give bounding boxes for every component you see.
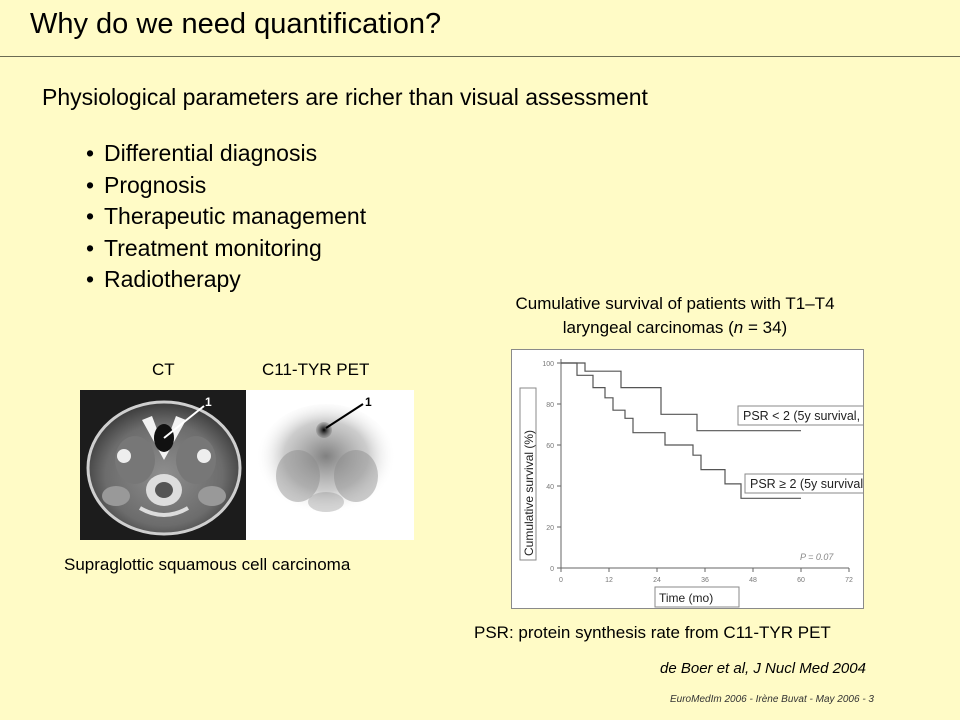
chart-title: Cumulative survival of patients with T1–… (440, 292, 910, 340)
pet-label: C11-TYR PET (262, 360, 370, 379)
chart-title-text: = 34) (743, 318, 788, 337)
legend-label: PSR ≥ 2 (5y survival, 34%) (750, 477, 863, 491)
slide-subtitle: Physiological parameters are richer than… (42, 84, 648, 110)
bullet-item: • Radiotherapy (86, 264, 366, 296)
y-axis-label-box (519, 387, 537, 561)
bullet-text: Prognosis (104, 171, 207, 198)
image-caption: Supraglottic squamous cell carcinoma (64, 555, 351, 574)
chart-title-line1: Cumulative survival of patients with T1–… (515, 294, 835, 313)
y-axis-label-group: Cumulative survival (%) (519, 387, 537, 561)
bullet-item: • Prognosis (86, 170, 366, 202)
legend-label: PSR < 2 (5y survival, 67%) (743, 409, 863, 423)
citation: de Boer et al, J Nucl Med 2004 (660, 660, 866, 677)
y-tick-label: 40 (546, 484, 554, 491)
x-tick-label: 48 (749, 577, 757, 584)
bullet-text: Differential diagnosis (104, 140, 318, 166)
survival-chart: 0 20 40 60 80 100 0 12 24 36 48 60 72 PSR < 2 (5y sur… (511, 349, 933, 609)
bullet-icon: • (86, 171, 95, 198)
y-tick-label: 60 (546, 443, 554, 450)
bullet-icon: • (86, 234, 95, 261)
x-tick-label: 24 (653, 577, 661, 584)
bullet-item: • Therapeutic management (86, 201, 366, 233)
bullet-icon: • (86, 266, 95, 292)
survival-curve-psr-low (561, 362, 801, 432)
slide-title: Why do we need quantification? (30, 8, 442, 40)
x-tick-label: 0 (559, 577, 563, 584)
x-tick-label: 60 (797, 577, 805, 584)
y-tick-label: 20 (546, 525, 554, 532)
chart-title-text: laryngeal carcinomas ( (562, 318, 734, 337)
y-tick-label: 0 (550, 566, 554, 573)
y-tick-label: 100 (542, 361, 554, 368)
chart-title-n: n (733, 318, 744, 337)
x-axis-label: Time (mo) (659, 591, 713, 605)
psr-caption: PSR: protein synthesis rate from C11-TYR… (474, 623, 831, 642)
survival-curve-psr-high (561, 362, 801, 499)
footer-text: EuroMedIm 2006 - Irène Buvat - May 2006 … (670, 694, 874, 705)
chart-title-line2: laryngeal carcinomas (n = 34) (440, 316, 910, 340)
x-tick-label: 12 (605, 577, 613, 584)
ct-scan-image: 1 (80, 390, 246, 540)
bullet-item: • Treatment monitoring (86, 233, 366, 265)
bullet-text: Therapeutic management (104, 203, 367, 229)
bullet-text: Radiotherapy (104, 266, 241, 292)
pet-scan-image: 1 (246, 390, 414, 540)
bullet-item: • Differential diagnosis (86, 138, 366, 170)
bullet-icon: • (86, 140, 95, 166)
y-tick-label: 80 (546, 402, 554, 409)
title-divider (0, 56, 960, 57)
x-tick-label: 72 (845, 577, 853, 584)
x-tick-label: 36 (701, 577, 709, 584)
bullet-list: • Differential diagnosis • Prognosis • Ther… (86, 138, 366, 296)
y-axis-label: Cumulative survival (%) (522, 430, 536, 556)
x-axis-label-box (654, 586, 740, 608)
bullet-icon: • (86, 203, 95, 229)
bullet-text: Treatment monitoring (104, 234, 322, 261)
survival-chart-svg: 0 20 40 60 80 100 0 12 24 36 48 60 72 PSR < 2 (5y sur… (519, 359, 933, 608)
p-value-annotation: P = 0.07 (800, 552, 834, 562)
pet-marker-label: 1 (365, 395, 372, 409)
ct-label: CT (152, 360, 175, 379)
ct-marker-label: 1 (205, 395, 212, 409)
